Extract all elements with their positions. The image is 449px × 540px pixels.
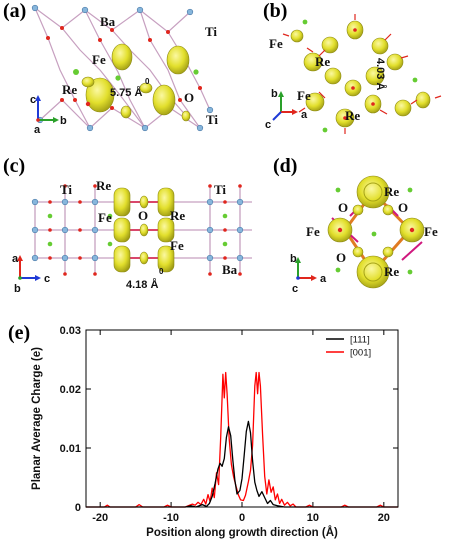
panel-c-o-atoms xyxy=(48,184,242,276)
panel-b-distance: 4.03 Å xyxy=(374,58,387,90)
chart-ticks: -20 -10 0 10 20 0 0.01 0.02 0.03 xyxy=(60,325,398,524)
panel-a-axes: c a b xyxy=(30,94,67,136)
panel-d-axes: b c a xyxy=(290,253,327,295)
panel-d-ba-atoms xyxy=(335,187,413,275)
panel-a-distance-sup: 0 xyxy=(145,77,150,86)
panel-b-re-top-label: Re xyxy=(315,54,330,69)
panel-b-ba-atoms xyxy=(302,19,418,133)
panel-d-axis-a: a xyxy=(320,273,327,285)
panel-c-ba-label: Ba xyxy=(222,262,238,277)
panel-d-axis-b: b xyxy=(290,253,297,265)
y-tick-label: 0.01 xyxy=(60,443,81,455)
panel-d-re-top-label: Re xyxy=(384,184,399,199)
panel-d-re-bottom-label: Re xyxy=(384,264,399,279)
panel-c-axes: a b c xyxy=(12,253,50,295)
x-axis-label: Position along growth direction (Å) xyxy=(146,526,338,539)
panel-b-re-centers xyxy=(343,28,375,120)
panel-a-ti-bottom-label: Ti xyxy=(206,112,218,127)
panel-d-iso-rings xyxy=(363,182,383,282)
panel-c-axis-c: c xyxy=(44,273,50,285)
panel-b-axes: b c a xyxy=(265,88,308,131)
panel-d-axis-c: c xyxy=(292,283,298,295)
chart-series xyxy=(86,371,398,508)
panel-b-axis-a: a xyxy=(301,109,308,121)
x-tick-label: -20 xyxy=(92,512,108,524)
panel-a-fe-label: Fe xyxy=(92,52,106,67)
series-line-111 xyxy=(86,420,398,508)
charge-density-chart: -20 -10 0 10 20 0 0.01 0.02 0.03 [111] [001] Posi… xyxy=(31,325,399,539)
panel-c-ba-atoms xyxy=(47,213,228,247)
panel-c-ti-atoms xyxy=(31,198,244,262)
panel-a-structure: Ba Ti Fe Re 5.75 Å 0 O Ti c a b xyxy=(30,4,218,136)
panel-c-distance: 4.18 Å xyxy=(126,278,158,291)
chart-legend: [111] [001] xyxy=(326,335,371,359)
x-tick-label: 20 xyxy=(378,512,390,524)
panel-b-fe-top-label: Fe xyxy=(269,36,283,51)
panel-c-structure: Ti Re Ti Fe O Re Fe Ba 4.18 Å 0 a b c xyxy=(12,178,252,295)
panel-a-ti-atoms xyxy=(31,4,214,132)
legend-entry: [001] xyxy=(350,348,371,359)
panel-d-o-bottom-label: O xyxy=(336,250,346,265)
panel-d-o-centers xyxy=(337,227,415,233)
panel-a-o-label: O xyxy=(184,90,194,105)
panel-d-label: (d) xyxy=(273,155,298,177)
y-tick-label: 0.03 xyxy=(60,325,81,337)
panel-b-o-atoms xyxy=(282,14,442,134)
series-line-001 xyxy=(86,371,398,508)
panel-a-axis-c: c xyxy=(30,94,36,106)
panel-b-fe-mid-label: Fe xyxy=(297,88,311,103)
panel-a-distance: 5.75 Å xyxy=(110,86,142,99)
panel-a-axis-b: b xyxy=(60,115,67,127)
x-tick-label: -10 xyxy=(163,512,179,524)
panel-c-isosurfaces xyxy=(113,187,175,273)
panel-b-isosurfaces xyxy=(290,20,431,128)
x-tick-label: 0 xyxy=(239,512,245,524)
panel-a-axis-a: a xyxy=(34,124,41,136)
panel-d-o-right-label: O xyxy=(398,200,408,215)
panel-c-axis-b: b xyxy=(14,283,21,295)
panel-b-structure: Fe Re 4.03 Å Fe Re b c a xyxy=(265,14,442,134)
panel-a-ba-atoms xyxy=(73,69,199,81)
panel-a-ti-top-label: Ti xyxy=(205,24,217,39)
panel-c-distance-sup: 0 xyxy=(159,267,164,276)
y-axis-label: Planar Average Charge (e) xyxy=(31,347,43,490)
panel-c-o-label: O xyxy=(138,208,148,223)
panel-b-label: (b) xyxy=(263,0,288,22)
y-tick-label: 0.02 xyxy=(60,384,81,396)
panel-c-ti-left-label: Ti xyxy=(60,182,72,197)
panel-d-structure: Re O O Fe Fe O Re b c a xyxy=(290,175,438,295)
panel-a-re-center xyxy=(85,101,91,107)
panel-b-axis-b: b xyxy=(271,88,278,100)
panel-c-fe-right-label: Fe xyxy=(170,238,184,253)
panel-a-isosurfaces xyxy=(81,43,191,122)
panel-a-label: (a) xyxy=(3,0,27,22)
panel-c-fe-left-label: Fe xyxy=(98,210,112,225)
panel-b-axis-c: c xyxy=(265,119,271,131)
panel-d-o-left-label: O xyxy=(338,200,348,215)
panel-c-re-top-label: Re xyxy=(96,178,111,193)
panel-c-axis-a: a xyxy=(12,253,19,265)
panel-c-re-right-label: Re xyxy=(170,208,185,223)
x-tick-label: 10 xyxy=(307,512,319,524)
y-tick-label: 0 xyxy=(75,502,81,514)
panel-a-re-label: Re xyxy=(62,82,77,97)
panel-d-fe-left-label: Fe xyxy=(306,224,320,239)
panel-e-label: (e) xyxy=(8,322,31,344)
panel-d-fe-right-label: Fe xyxy=(424,224,438,239)
panel-d-isosurfaces xyxy=(327,175,425,289)
panel-c-ti-right-label: Ti xyxy=(214,182,226,197)
panel-c-label: (c) xyxy=(3,155,26,177)
panel-b-re-bottom-label: Re xyxy=(345,108,360,123)
panel-a-ba-label: Ba xyxy=(100,14,116,29)
legend-entry: [111] xyxy=(350,335,370,346)
